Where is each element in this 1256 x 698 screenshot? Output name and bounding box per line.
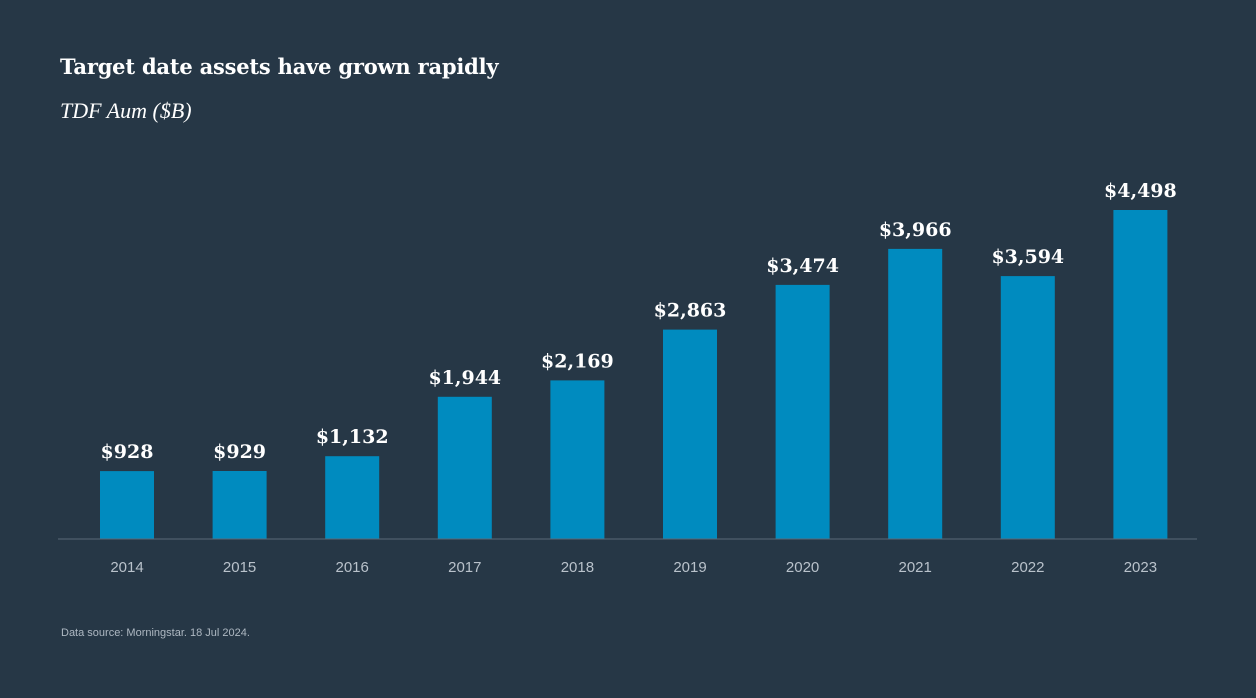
bar-2017: [437, 396, 492, 539]
value-label-2014: $928: [101, 441, 154, 463]
bar-2015: [212, 471, 267, 539]
value-label-2018: $2,169: [541, 350, 614, 372]
x-tick-label-2014: 2014: [110, 559, 143, 576]
chart-subtitle: TDF Aum ($B): [60, 98, 192, 123]
bar-2023: [1113, 210, 1168, 539]
x-tick-label-2020: 2020: [786, 559, 819, 576]
chart-title: Target date assets have grown rapidly: [60, 54, 499, 79]
bar-2021: [888, 248, 943, 539]
value-label-2019: $2,863: [654, 300, 727, 322]
bar-2020: [775, 284, 830, 539]
x-tick-label-2023: 2023: [1124, 559, 1157, 576]
bar-2019: [663, 329, 717, 539]
x-tick-label-2015: 2015: [223, 559, 256, 576]
value-labels-group: $928 $929 $1,132 $1,944 $2,169 $2,863 $3,474 $3…: [101, 180, 1177, 463]
x-tick-label-2016: 2016: [336, 559, 369, 576]
value-label-2022: $3,594: [991, 246, 1064, 268]
value-label-2020: $3,474: [766, 255, 839, 277]
bar-2018: [550, 380, 605, 539]
value-label-2021: $3,966: [879, 219, 952, 241]
value-label-2017: $1,944: [428, 367, 501, 389]
x-tick-label-2019: 2019: [673, 559, 706, 576]
x-tick-label-2017: 2017: [448, 559, 481, 576]
value-label-2016: $1,132: [316, 426, 389, 448]
value-label-2023: $4,498: [1104, 180, 1177, 202]
bar-2016: [325, 456, 380, 539]
data-source-note: Data source: Morningstar. 18 Jul 2024.: [61, 627, 250, 639]
bar-2014: [100, 471, 154, 539]
bars-group: [100, 210, 1168, 539]
value-label-2015: $929: [213, 441, 266, 463]
bar-2022: [1000, 276, 1055, 539]
x-tick-label-2022: 2022: [1011, 559, 1044, 576]
x-tick-label-2021: 2021: [899, 559, 932, 576]
x-tick-labels-group: 2014 2015 2016 2017 2018 2019 2020 2021 2022 2023: [110, 559, 1157, 576]
x-tick-label-2018: 2018: [561, 559, 594, 576]
